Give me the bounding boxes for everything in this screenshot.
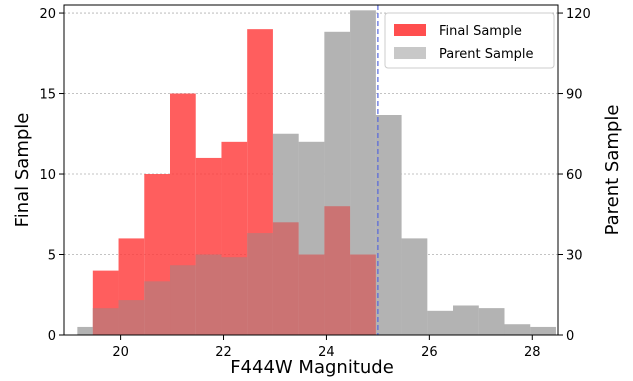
final-sample-bar bbox=[195, 157, 222, 335]
parent-sample-bar bbox=[530, 326, 556, 335]
legend-swatch-final bbox=[394, 24, 426, 36]
parent-sample-bar bbox=[504, 324, 531, 335]
right-y-tick-label: 0 bbox=[566, 329, 574, 344]
x-axis-ticks: 20 22 24 26 28 bbox=[112, 335, 541, 360]
final-sample-bar bbox=[144, 174, 171, 335]
parent-sample-bar bbox=[427, 310, 454, 335]
left-y-tick-label: 10 bbox=[39, 168, 56, 183]
final-sample-bar bbox=[324, 206, 351, 335]
legend-box bbox=[384, 12, 555, 69]
legend-swatch-parent bbox=[394, 47, 426, 59]
left-y-axis-title: Final Sample bbox=[12, 113, 33, 228]
final-sample-bar bbox=[272, 222, 299, 335]
final-sample-bar bbox=[247, 29, 273, 336]
legend-label-parent: Parent Sample bbox=[439, 47, 534, 62]
left-y-tick-label: 0 bbox=[48, 329, 56, 344]
parent-sample-overlay-bar bbox=[478, 308, 505, 335]
parent-sample-overlay-bar bbox=[221, 257, 248, 335]
x-tick-label: 28 bbox=[524, 345, 541, 360]
parent-sample-overlay-bar bbox=[453, 305, 479, 335]
final-sample-bar bbox=[118, 238, 145, 335]
left-y-axis-ticks: 0 5 10 15 20 bbox=[39, 7, 64, 344]
parent-sample-overlay-bar bbox=[427, 310, 454, 335]
parent-sample-overlay-bar bbox=[298, 141, 325, 335]
parent-sample-overlay-bar bbox=[530, 326, 556, 335]
final-sample-bars bbox=[92, 29, 376, 336]
legend: Final Sample Parent Sample bbox=[384, 12, 555, 69]
final-sample-bar bbox=[221, 141, 248, 335]
parent-sample-overlay-bar bbox=[247, 233, 273, 335]
right-y-tick-label: 120 bbox=[566, 7, 591, 22]
parent-sample-overlay-bar bbox=[118, 300, 145, 335]
parent-sample-overlay-bar bbox=[77, 326, 93, 335]
right-y-tick-label: 30 bbox=[566, 249, 583, 264]
parent-sample-overlay bbox=[77, 10, 556, 336]
right-y-axis-title: Parent Sample bbox=[602, 105, 623, 236]
left-y-tick-label: 5 bbox=[48, 249, 56, 264]
x-tick-label: 26 bbox=[421, 345, 438, 360]
parent-sample-bar bbox=[401, 238, 428, 335]
parent-sample-overlay-bar bbox=[272, 133, 299, 335]
parent-sample-bar bbox=[478, 308, 505, 335]
final-sample-bar bbox=[350, 254, 376, 335]
right-y-tick-label: 90 bbox=[566, 88, 583, 103]
x-tick-label: 22 bbox=[215, 345, 232, 360]
parent-sample-bar bbox=[375, 115, 402, 335]
parent-sample-overlay-bar bbox=[324, 31, 351, 336]
parent-sample-overlay-bar bbox=[92, 308, 119, 335]
parent-sample-overlay-bar bbox=[170, 265, 196, 335]
parent-sample-bar bbox=[453, 305, 479, 335]
final-sample-bar bbox=[170, 93, 196, 335]
parent-sample-overlay-bar bbox=[144, 281, 171, 335]
x-tick-label: 20 bbox=[112, 345, 129, 360]
final-sample-bar bbox=[92, 270, 119, 335]
plot-frame bbox=[63, 4, 559, 336]
parent-sample-overlay-bar bbox=[375, 115, 402, 335]
parent-sample-overlay-bar bbox=[504, 324, 531, 335]
parent-sample-overlay-bar bbox=[401, 238, 428, 335]
x-axis-title: F444W Magnitude bbox=[230, 357, 394, 378]
parent-sample-bar bbox=[77, 326, 93, 335]
legend-label-final: Final Sample bbox=[439, 24, 522, 39]
x-tick-label: 24 bbox=[318, 345, 335, 360]
parent-sample-overlay-bar bbox=[350, 10, 376, 336]
parent-sample-overlay-bar bbox=[195, 254, 222, 335]
right-y-tick-label: 60 bbox=[566, 168, 583, 183]
left-y-tick-label: 15 bbox=[39, 88, 56, 103]
left-y-tick-label: 20 bbox=[39, 7, 56, 22]
right-y-axis-ticks: 0 30 60 90 120 bbox=[558, 7, 591, 344]
final-sample-bar bbox=[298, 254, 325, 335]
